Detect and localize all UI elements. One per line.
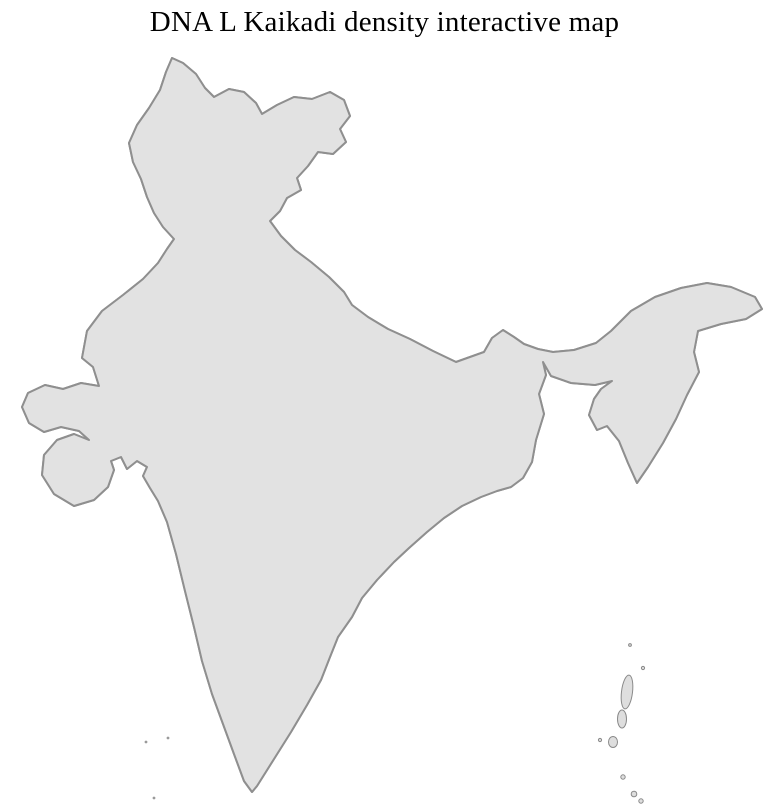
lakshadweep-islands[interactable] <box>144 736 170 800</box>
island[interactable] <box>640 665 646 671</box>
island[interactable] <box>608 736 618 748</box>
island[interactable] <box>144 740 148 744</box>
island[interactable] <box>619 674 634 710</box>
island[interactable] <box>617 709 627 729</box>
andaman-nicobar-islands[interactable] <box>597 643 646 804</box>
island[interactable] <box>166 736 170 740</box>
island[interactable] <box>152 796 156 800</box>
india-outline <box>21 57 763 793</box>
island[interactable] <box>630 790 638 798</box>
island[interactable] <box>638 798 644 804</box>
island[interactable] <box>620 774 626 780</box>
island[interactable] <box>597 737 603 743</box>
map-title: DNA L Kaikadi density interactive map <box>149 6 620 38</box>
island[interactable] <box>628 643 632 647</box>
